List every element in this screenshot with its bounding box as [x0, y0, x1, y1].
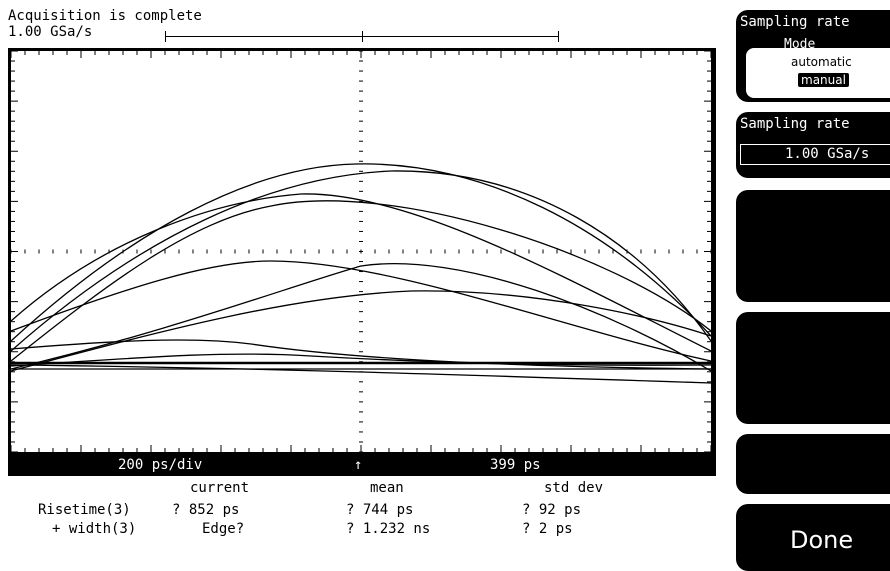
measurement-std-dev: ? 2 ps [522, 521, 573, 537]
column-header-std-dev: std dev [544, 480, 604, 496]
waveform-display: 200 ps/div ↑ 399 ps [8, 48, 716, 476]
column-header-current: current [190, 480, 250, 496]
waveform-graticule [11, 51, 711, 452]
measurement-current: ? 852 ps [172, 502, 240, 518]
measurement-current: Edge? [202, 521, 245, 537]
mode-options: automatic manual [746, 48, 890, 98]
blank-softkey[interactable] [736, 190, 890, 302]
measurement-mean: ? 1.232 ns [346, 521, 431, 537]
measurement-std-dev: ? 92 ps [522, 502, 582, 518]
measurement-label: + width(3) [52, 521, 137, 537]
column-header-mean: mean [370, 480, 404, 496]
measurement-label: Risetime(3) [38, 502, 131, 518]
softkey-panel: Sampling rate Mode automatic manual Samp… [716, 0, 890, 571]
sampling-rate-field[interactable]: 1.00 GSa/s [740, 144, 890, 165]
acquisition-status: Acquisition is complete [8, 8, 202, 24]
sampling-rate-title: Sampling rate [740, 116, 850, 132]
mode-softkey[interactable]: Sampling rate Mode automatic manual [736, 10, 890, 102]
sampling-rate-softkey[interactable]: Sampling rate 1.00 GSa/s [736, 112, 890, 178]
measurement-mean: ? 744 ps [346, 502, 414, 518]
memory-bar [165, 31, 559, 42]
sampling-rate-value: 1.00 GSa/s [785, 146, 870, 162]
timebase-readout: 200 ps/div [118, 457, 203, 473]
sample-rate-readout: 1.00 GSa/s [8, 24, 93, 40]
done-label: Done [790, 526, 854, 554]
waveform-plot [11, 51, 711, 452]
mode-option-automatic[interactable]: automatic [791, 55, 852, 69]
done-button[interactable] [736, 504, 890, 571]
sampling-rate-title: Sampling rate [740, 14, 850, 30]
blank-softkey[interactable] [736, 312, 890, 424]
timebase-bar: 200 ps/div ↑ 399 ps [8, 454, 716, 476]
delay-readout: 399 ps [490, 457, 541, 473]
blank-softkey[interactable] [736, 434, 890, 494]
trigger-marker-icon: ↑ [354, 457, 363, 473]
mode-option-manual[interactable]: manual [798, 73, 849, 87]
